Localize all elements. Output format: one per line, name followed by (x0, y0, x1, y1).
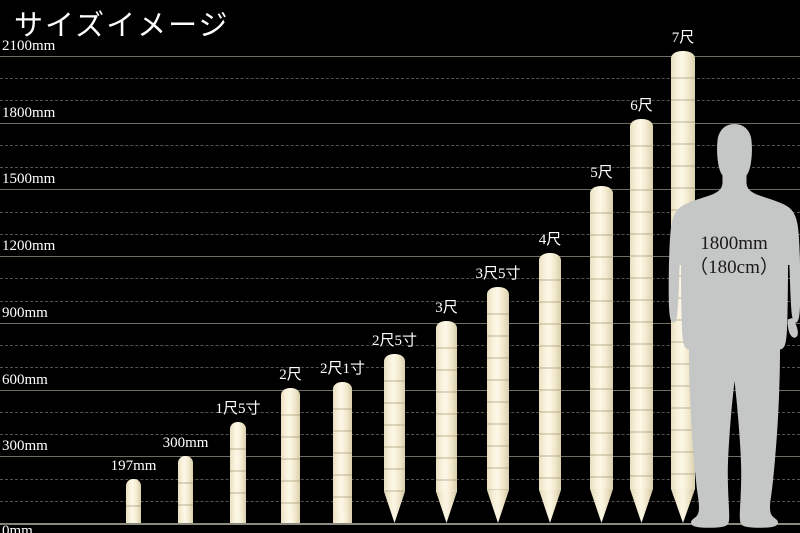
bar-knots (281, 388, 300, 513)
bar-label-3: 1尺5寸 (215, 400, 261, 417)
bar-9[interactable] (539, 253, 561, 490)
bar-tip-9 (539, 490, 561, 523)
bar-label-7: 3尺 (435, 299, 458, 316)
bar-knots (436, 321, 457, 492)
y-tick-label-900: 900mm (2, 304, 48, 321)
bar-knots (630, 119, 653, 489)
bar-tip-4 (281, 513, 300, 523)
bar-label-11: 6尺 (630, 97, 653, 114)
bar-tip-2 (178, 513, 193, 523)
bar-tip-5 (333, 513, 352, 523)
bar-4[interactable] (281, 388, 300, 513)
bar-11[interactable] (630, 118, 653, 489)
bar-label-10: 5尺 (590, 165, 613, 182)
human-height-cm: （180cm） (689, 257, 779, 279)
bar-8[interactable] (487, 287, 509, 490)
human-height-label: 1800mm （180cm） (668, 232, 800, 281)
bar-6[interactable] (384, 354, 405, 492)
y-tick-label-1500: 1500mm (2, 171, 56, 188)
bar-label-8: 3尺5寸 (475, 266, 521, 283)
bar-1[interactable] (126, 479, 141, 513)
bar-tip-11 (630, 489, 653, 523)
bar-knots (333, 382, 352, 513)
bar-knots (230, 422, 246, 513)
bar-label-4: 2尺 (279, 367, 302, 384)
bar-knots (487, 287, 509, 490)
bar-tip-10 (590, 489, 613, 523)
bar-tip-7 (436, 491, 457, 523)
bar-label-9: 4尺 (538, 232, 562, 249)
bar-7[interactable] (436, 320, 457, 492)
bar-knots (126, 479, 141, 513)
y-tick-label-1800: 1800mm (2, 104, 56, 121)
bar-knots (384, 354, 405, 492)
y-tick-label-2100: 2100mm (2, 38, 56, 54)
bar-label-6: 2尺5寸 (371, 333, 418, 350)
bar-knots (178, 456, 193, 513)
bar-label-12: 7尺 (671, 30, 695, 47)
bar-label-5: 2尺1寸 (319, 360, 366, 377)
bar-tip-6 (384, 491, 405, 523)
y-tick-label-300: 300mm (2, 438, 48, 455)
bar-knots (590, 186, 613, 489)
bar-knots (539, 253, 561, 490)
page-title: サイズイメージ (14, 10, 230, 42)
bar-label-1: 197mm (110, 458, 157, 475)
bar-tip-3 (230, 513, 246, 523)
bar-tip-8 (487, 490, 509, 523)
human-silhouette (668, 122, 800, 530)
bar-2[interactable] (178, 456, 193, 513)
y-tick-label-1200: 1200mm (2, 238, 56, 255)
bar-3[interactable] (230, 421, 246, 513)
human-height-mm: 1800mm (700, 233, 768, 254)
y-tick-label-600: 600mm (2, 371, 48, 388)
bar-tip-1 (126, 513, 141, 523)
bar-10[interactable] (590, 186, 613, 489)
bar-label-2: 300mm (162, 435, 209, 452)
y-tick-label-0: 0mm (2, 523, 33, 533)
bar-5[interactable] (333, 381, 352, 513)
